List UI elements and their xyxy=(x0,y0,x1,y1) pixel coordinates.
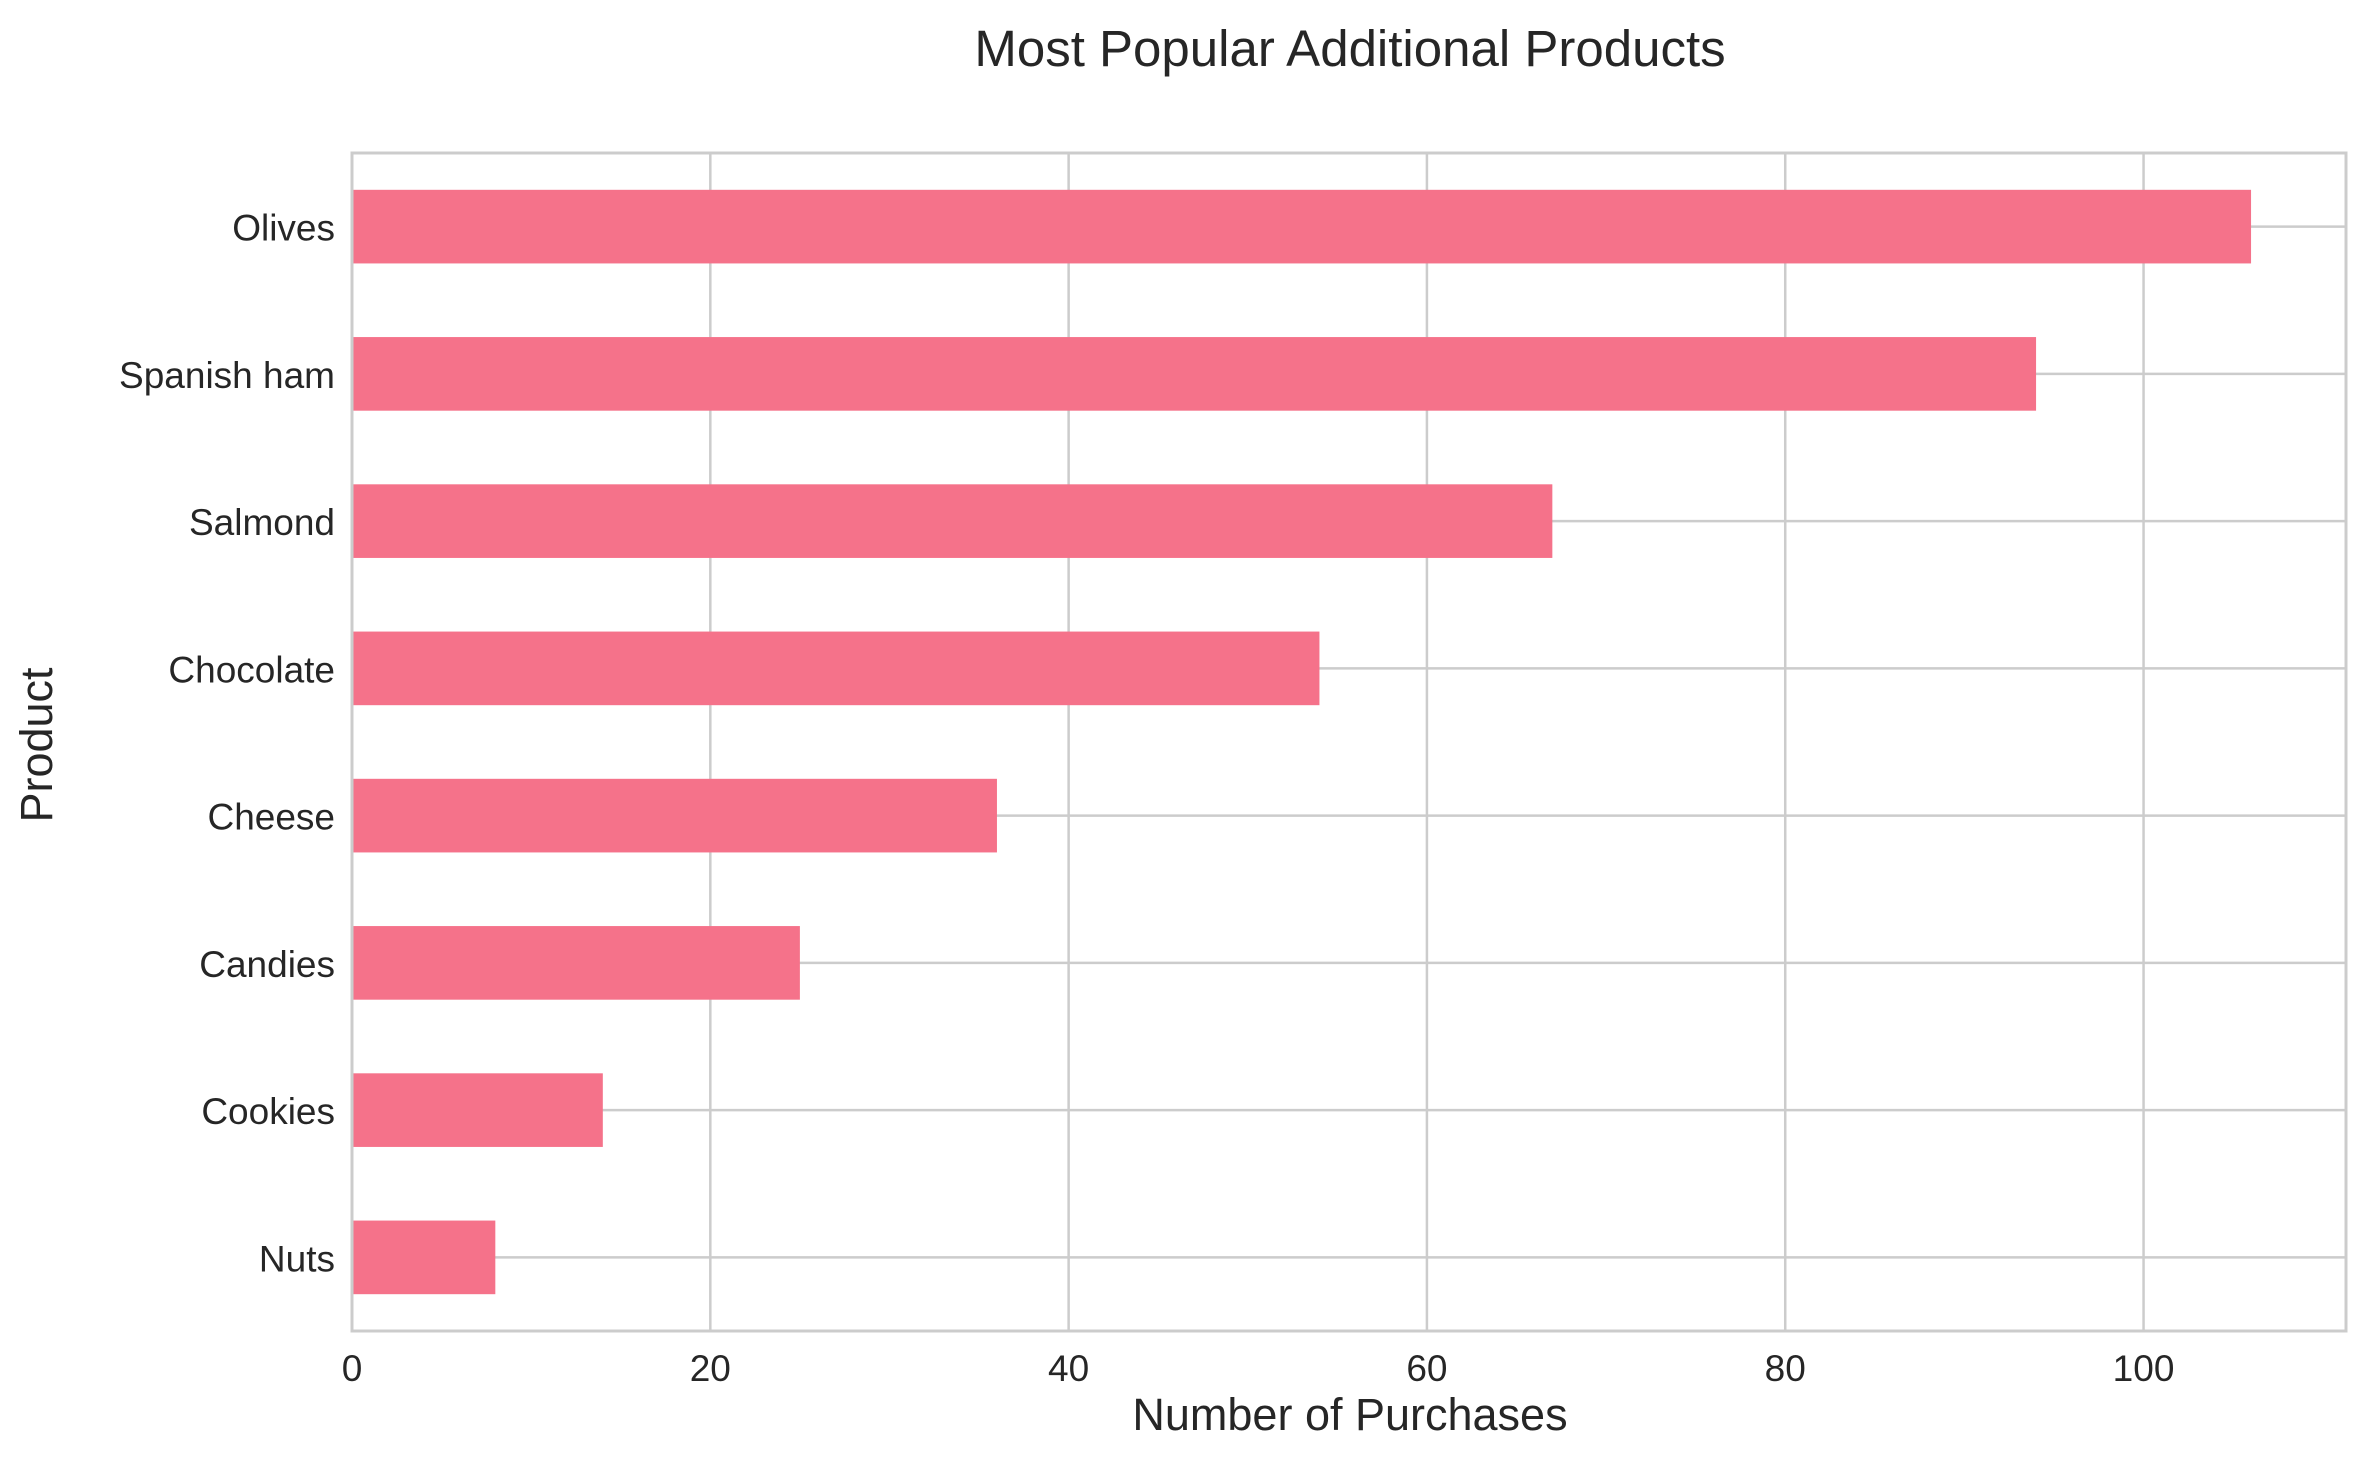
plot-frame xyxy=(350,151,2348,1333)
y-tick-labels: Olives Spanish ham Salmond Chocolate Cheese C… xyxy=(119,208,335,1280)
x-tick-label: 0 xyxy=(342,1348,363,1389)
chart-title: Most Popular Additional Products xyxy=(974,20,1725,77)
y-tick-label: Candies xyxy=(199,944,335,985)
x-tick-labels: 0 20 40 60 80 100 xyxy=(342,1348,2175,1389)
bar-olives xyxy=(352,189,2252,264)
bar-cheese xyxy=(352,778,997,853)
x-tick-label: 20 xyxy=(690,1348,731,1389)
y-tick-label: Spanish ham xyxy=(119,355,335,396)
bar-chocolate xyxy=(352,631,1320,706)
x-tick-label: 80 xyxy=(1765,1348,1806,1389)
y-tick-label: Olives xyxy=(232,208,335,249)
gridlines xyxy=(350,153,2346,1331)
bar-candies xyxy=(352,926,800,1000)
x-tick-label: 100 xyxy=(2113,1348,2175,1389)
y-tick-label: Salmond xyxy=(189,502,335,543)
bar-cookies xyxy=(352,1073,603,1147)
y-tick-label: Cheese xyxy=(207,797,335,838)
y-tick-label: Nuts xyxy=(259,1238,335,1279)
plot-border xyxy=(350,151,2348,1333)
x-tick-label: 40 xyxy=(1048,1348,1089,1389)
y-tick-label: Cookies xyxy=(201,1091,335,1132)
bar-salmond xyxy=(352,484,1553,558)
x-tick-label: 60 xyxy=(1406,1348,1447,1389)
bars xyxy=(352,189,2252,1295)
x-axis-label: Number of Purchases xyxy=(1132,1389,1567,1440)
bar-spanish-ham xyxy=(352,337,2037,411)
y-axis-label: Product xyxy=(11,667,62,823)
y-tick-label: Chocolate xyxy=(168,649,335,690)
bar-nuts xyxy=(352,1220,496,1295)
